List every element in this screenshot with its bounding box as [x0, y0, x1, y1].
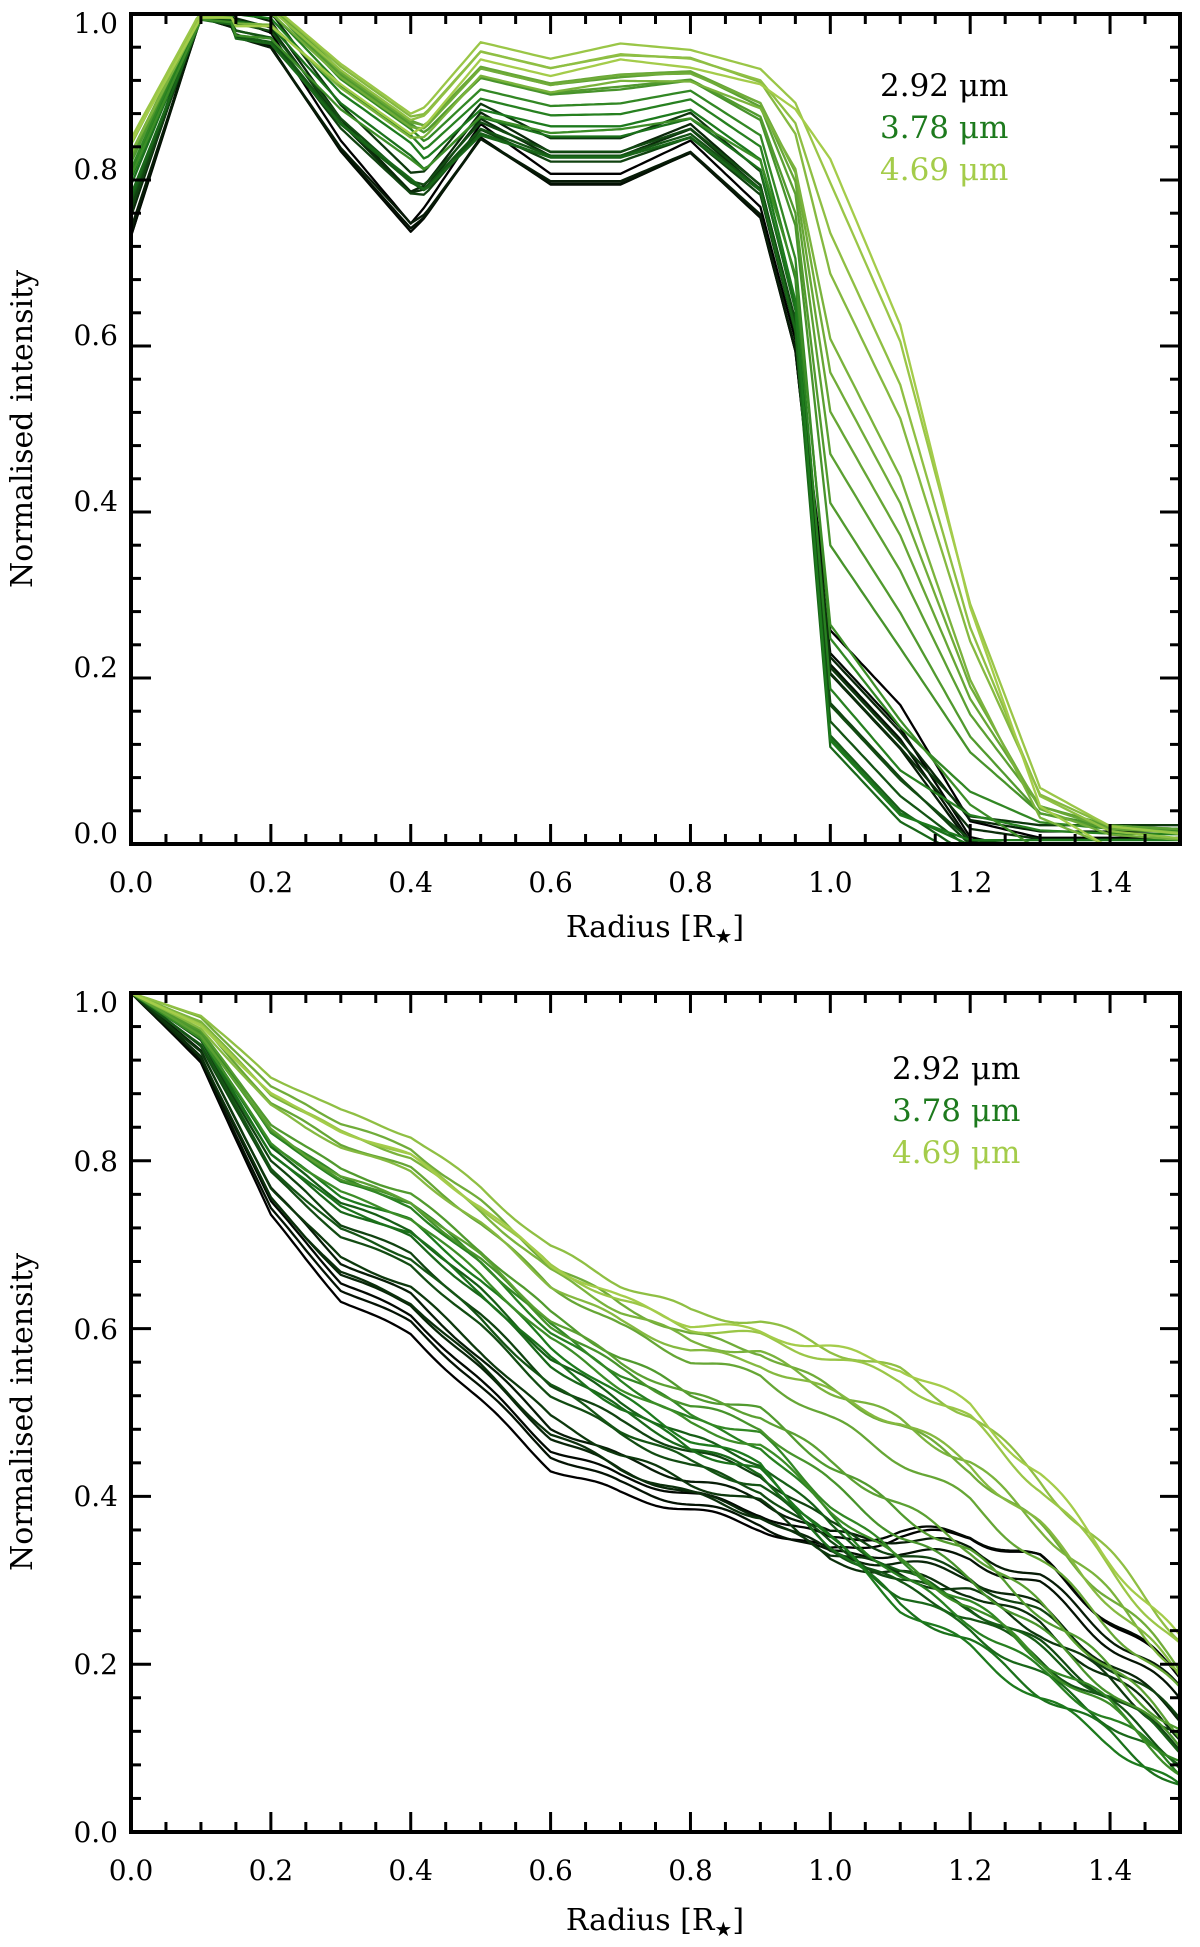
bottom-x-tick-label: 0.0	[109, 1854, 154, 1887]
bottom-x-tick-label: 1.4	[1088, 1854, 1133, 1887]
bottom-series-group	[129, 991, 1182, 1786]
bottom-panel: 0.0 0.2 0.4 0.6 0.8 1.0 1.2 1.4 0.0 0.2 …	[5, 986, 1182, 1941]
bottom-series-line	[129, 991, 1182, 1720]
bottom-series-line	[129, 991, 1182, 1767]
top-series-line	[129, 18, 1182, 846]
bottom-series-line	[129, 991, 1182, 1786]
bottom-y-tick-label: 0.8	[73, 1145, 118, 1178]
bottom-series-line	[129, 991, 1182, 1637]
top-x-tick-labels: 0.0 0.2 0.4 0.6 0.8 1.0 1.2 1.4	[109, 866, 1133, 899]
top-legend-entry-2.92: 2.92 μm	[880, 68, 1008, 104]
bottom-series-line	[129, 991, 1182, 1742]
top-plot-frame	[129, 12, 1182, 846]
top-legend-entry-3.78: 3.78 μm	[880, 110, 1008, 146]
top-x-axis-label: Radius [R★]	[566, 910, 744, 948]
bottom-plot-frame	[129, 991, 1182, 1834]
top-x-tick-label: 0.4	[388, 866, 433, 899]
bottom-legend-entry-4.69: 4.69 μm	[892, 1135, 1020, 1171]
top-legend: 2.92 μm 3.78 μm 4.69 μm	[880, 68, 1008, 188]
top-x-tick-label: 0.6	[528, 866, 573, 899]
bottom-y-axis-label: Normalised intensity	[5, 1253, 40, 1571]
bottom-series-line	[129, 991, 1182, 1770]
bottom-series-line	[129, 991, 1182, 1678]
bottom-legend-entry-3.78: 3.78 μm	[892, 1093, 1020, 1129]
bottom-y-tick-label: 0.4	[73, 1480, 118, 1513]
top-x-tick-label: 0.8	[668, 866, 713, 899]
bottom-y-tick-labels: 0.0 0.2 0.4 0.6 0.8 1.0	[73, 986, 118, 1849]
bottom-series-line	[129, 991, 1182, 1740]
bottom-x-tick-labels: 0.0 0.2 0.4 0.6 0.8 1.0 1.2 1.4	[109, 1854, 1133, 1887]
top-series-line	[129, 12, 1182, 827]
bottom-y-tick-label: 1.0	[73, 986, 118, 1019]
top-x-tick-label: 0.2	[249, 866, 294, 899]
top-series-line	[129, 12, 1182, 833]
top-series-line	[129, 12, 1182, 839]
bottom-y-tick-label: 0.6	[73, 1313, 118, 1346]
bottom-y-tick-label: 0.0	[73, 1816, 118, 1849]
top-legend-entry-4.69: 4.69 μm	[880, 152, 1008, 188]
top-y-axis-label: Normalised intensity	[5, 270, 40, 588]
bottom-series-line	[129, 991, 1182, 1643]
top-y-tick-label: 0.8	[73, 153, 118, 186]
bottom-x-tick-label: 0.6	[528, 1854, 573, 1887]
bottom-series-line	[129, 991, 1182, 1689]
top-series-line	[129, 12, 1182, 840]
top-panel: 0.0 0.2 0.4 0.6 0.8 1.0 1.2 1.4 0.0 0.2 …	[5, 7, 1182, 948]
bottom-series-line	[129, 991, 1182, 1777]
top-x-tick-label: 1.2	[948, 866, 993, 899]
bottom-y-tick-label: 0.2	[73, 1648, 118, 1681]
top-y-tick-label: 1.0	[73, 7, 118, 40]
top-y-tick-label: 0.2	[73, 651, 118, 684]
top-x-tick-label: 1.0	[808, 866, 853, 899]
bottom-x-tick-label: 1.0	[808, 1854, 853, 1887]
bottom-x-tick-label: 1.2	[948, 1854, 993, 1887]
bottom-series-line	[129, 991, 1182, 1680]
top-y-tick-label: 0.6	[73, 319, 118, 352]
bottom-legend: 2.92 μm 3.78 μm 4.69 μm	[892, 1051, 1020, 1171]
bottom-x-tick-label: 0.8	[668, 1854, 713, 1887]
top-x-tick-label: 1.4	[1088, 866, 1133, 899]
top-y-tick-labels: 0.0 0.2 0.4 0.6 0.8 1.0	[73, 7, 118, 850]
bottom-legend-entry-2.92: 2.92 μm	[892, 1051, 1020, 1087]
top-series-line	[129, 12, 1182, 836]
bottom-x-axis-label: Radius [R★]	[566, 1903, 744, 1941]
top-series-line	[129, 12, 1182, 836]
top-y-tick-label: 0.0	[73, 817, 118, 850]
bottom-x-tick-label: 0.2	[249, 1854, 294, 1887]
top-series-line	[129, 16, 1182, 846]
top-series-line	[129, 12, 1182, 834]
top-y-tick-label: 0.4	[73, 485, 118, 518]
bottom-x-tick-label: 0.4	[388, 1854, 433, 1887]
top-x-tick-label: 0.0	[109, 866, 154, 899]
bottom-series-line	[129, 991, 1182, 1731]
bottom-series-line	[129, 991, 1182, 1679]
bottom-series-line	[129, 991, 1182, 1700]
